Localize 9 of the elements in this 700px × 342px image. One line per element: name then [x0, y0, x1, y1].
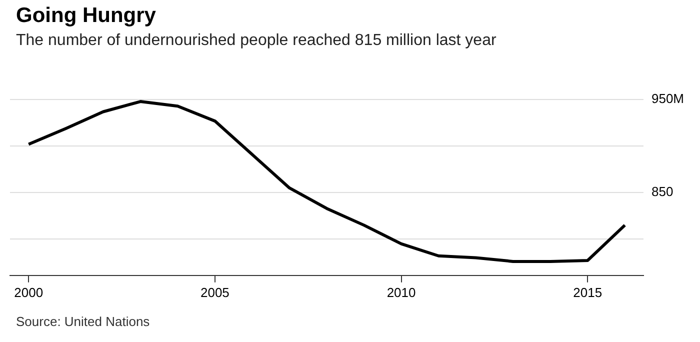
x-tick-label: 2000: [14, 284, 44, 300]
y-tick-label: 850: [651, 184, 674, 200]
chart-title: Going Hungry: [16, 4, 156, 28]
x-tick-label: 2005: [200, 284, 230, 300]
source-note: Source: United Nations: [16, 314, 150, 329]
y-tick-label: 950M: [651, 91, 684, 106]
x-tick-label: 2015: [573, 284, 602, 300]
chart-subtitle: The number of undernourished people reached 815 million last year: [16, 32, 496, 50]
x-tick-label: 2010: [386, 284, 416, 300]
